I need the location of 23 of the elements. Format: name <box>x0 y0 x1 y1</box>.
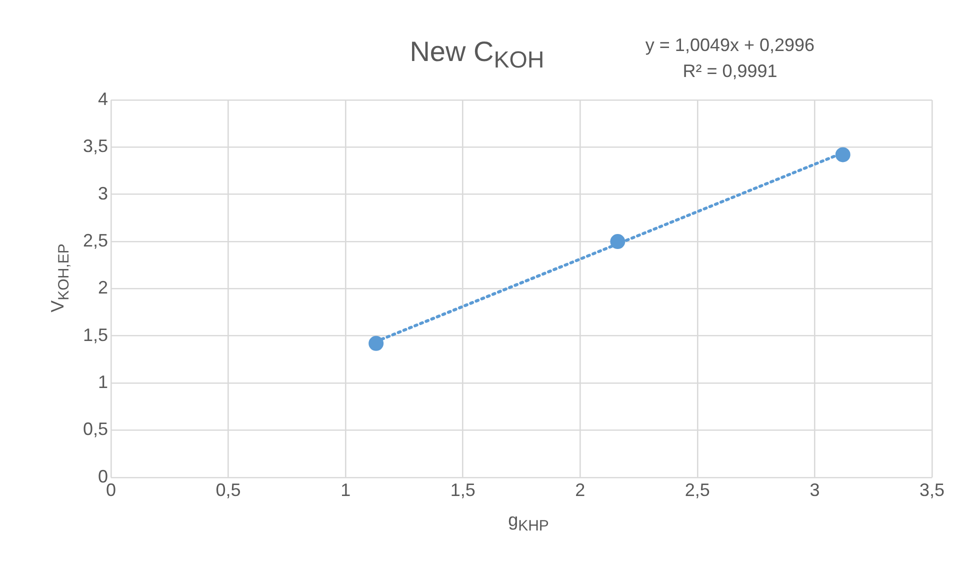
x-tick-label: 2,5 <box>684 480 710 500</box>
y-tick-label: 4 <box>98 88 108 109</box>
x-axis-title: g$_{KHP}$ <box>507 510 550 535</box>
x-tick-label: 2 <box>575 480 586 500</box>
x-tick-label: 1,5 <box>450 480 476 500</box>
chart-title: New C$_{KOH}$ <box>410 36 544 73</box>
y-tick-label: 2 <box>98 278 108 298</box>
text: y = 1,0049x + 0,2996 <box>645 35 815 55</box>
y-tick-label: 0 <box>98 466 108 486</box>
point <box>610 234 626 250</box>
y-tick-label: 0,5 <box>82 419 108 440</box>
x-tick-label: 3 <box>810 480 820 500</box>
y-tick-label: 2,5 <box>82 230 108 250</box>
y-tick-label: 1,5 <box>82 324 108 345</box>
point <box>835 147 850 162</box>
text: R² = 0,9991 <box>682 61 778 81</box>
y-tick-label: 3 <box>98 183 108 204</box>
x-tick-label: 0,5 <box>216 480 241 500</box>
y-tick-label: 1 <box>98 372 108 392</box>
y-tick-label: 3,5 <box>82 136 108 156</box>
point <box>368 336 384 351</box>
x-tick-label: 3,5 <box>919 480 945 500</box>
x-tick-label: 1 <box>340 480 351 500</box>
